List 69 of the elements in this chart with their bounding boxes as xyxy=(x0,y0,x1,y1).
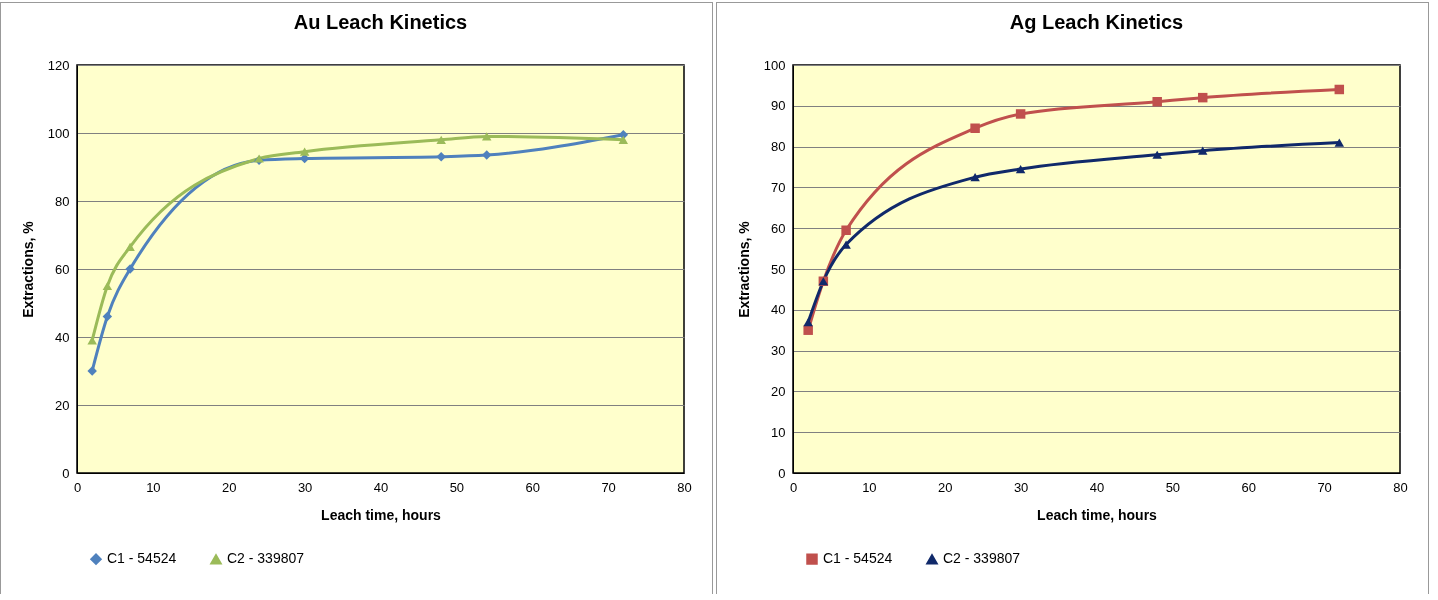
x-tick-label: 10 xyxy=(862,479,877,495)
x-axis-title: Leach time, hours xyxy=(321,506,442,523)
y-tick-label: 70 xyxy=(771,179,786,195)
y-tick-label: 20 xyxy=(55,397,70,413)
x-tick-label: 40 xyxy=(1089,479,1105,495)
y-tick-label: 20 xyxy=(771,383,786,399)
legend-label: C2 - 339807 xyxy=(227,550,305,567)
point xyxy=(1334,84,1345,95)
y-tick-label: 0 xyxy=(62,465,70,481)
point xyxy=(299,147,310,156)
point xyxy=(436,152,446,162)
x-tick-label: 80 xyxy=(1393,479,1408,495)
x-tick-label: 70 xyxy=(1317,479,1332,495)
point xyxy=(1152,150,1162,159)
y-axis-title: Extractions, % xyxy=(735,220,752,318)
point xyxy=(1197,146,1208,155)
point xyxy=(1197,92,1208,103)
point xyxy=(102,311,113,322)
point xyxy=(481,132,492,141)
y-tick-label: 0 xyxy=(778,465,786,481)
y-tick-label: 90 xyxy=(771,98,786,114)
y-tick-label: 80 xyxy=(55,193,70,209)
x-tick-label: 20 xyxy=(938,479,953,495)
y-tick-label: 60 xyxy=(55,261,70,277)
point xyxy=(1334,138,1345,147)
point xyxy=(841,240,851,249)
x-tick-label: 30 xyxy=(1013,479,1029,495)
x-tick-label: 60 xyxy=(525,479,540,495)
x-tick-label: 40 xyxy=(373,479,389,495)
point xyxy=(1015,164,1026,174)
y-tick-label: 50 xyxy=(771,261,786,277)
x-tick-label: 0 xyxy=(73,479,82,495)
chart-title: Ag Leach Kinetics xyxy=(1009,11,1184,33)
point xyxy=(803,325,813,335)
point xyxy=(102,281,113,291)
y-tick-label: 80 xyxy=(771,139,786,155)
y-tick-label: 30 xyxy=(771,343,786,359)
x-tick-label: 20 xyxy=(222,479,237,495)
x-tick-label: 80 xyxy=(677,479,692,495)
x-tick-label: 30 xyxy=(297,479,313,495)
point xyxy=(970,173,980,182)
y-tick-label: 120 xyxy=(47,57,70,73)
y-tick-label: 40 xyxy=(771,302,786,318)
point xyxy=(841,225,851,235)
x-tick-label: 50 xyxy=(1165,479,1181,495)
x-tick-label: 10 xyxy=(146,479,161,495)
x-tick-label: 0 xyxy=(789,479,798,495)
point xyxy=(436,135,446,144)
y-tick-label: 40 xyxy=(55,329,70,345)
point xyxy=(1015,109,1026,119)
y-tick-label: 100 xyxy=(763,57,786,73)
point xyxy=(1152,96,1162,107)
x-tick-label: 50 xyxy=(449,479,465,495)
point xyxy=(970,123,980,133)
y-axis-title: Extractions, % xyxy=(19,220,36,318)
chart-title: Au Leach Kinetics xyxy=(293,11,468,33)
legend-label: C2 - 339807 xyxy=(943,550,1021,567)
y-tick-label: 60 xyxy=(771,220,786,236)
y-tick-label: 10 xyxy=(771,424,786,440)
x-tick-label: 60 xyxy=(1241,479,1256,495)
point xyxy=(803,317,813,327)
point xyxy=(87,336,97,345)
y-tick-label: 100 xyxy=(47,125,70,141)
point xyxy=(125,242,135,252)
x-axis-title: Leach time, hours xyxy=(1037,506,1158,523)
legend-label: C1 - 54524 xyxy=(823,550,893,567)
x-tick-label: 70 xyxy=(601,479,616,495)
point xyxy=(618,135,629,144)
legend-label: C1 - 54524 xyxy=(107,550,177,567)
